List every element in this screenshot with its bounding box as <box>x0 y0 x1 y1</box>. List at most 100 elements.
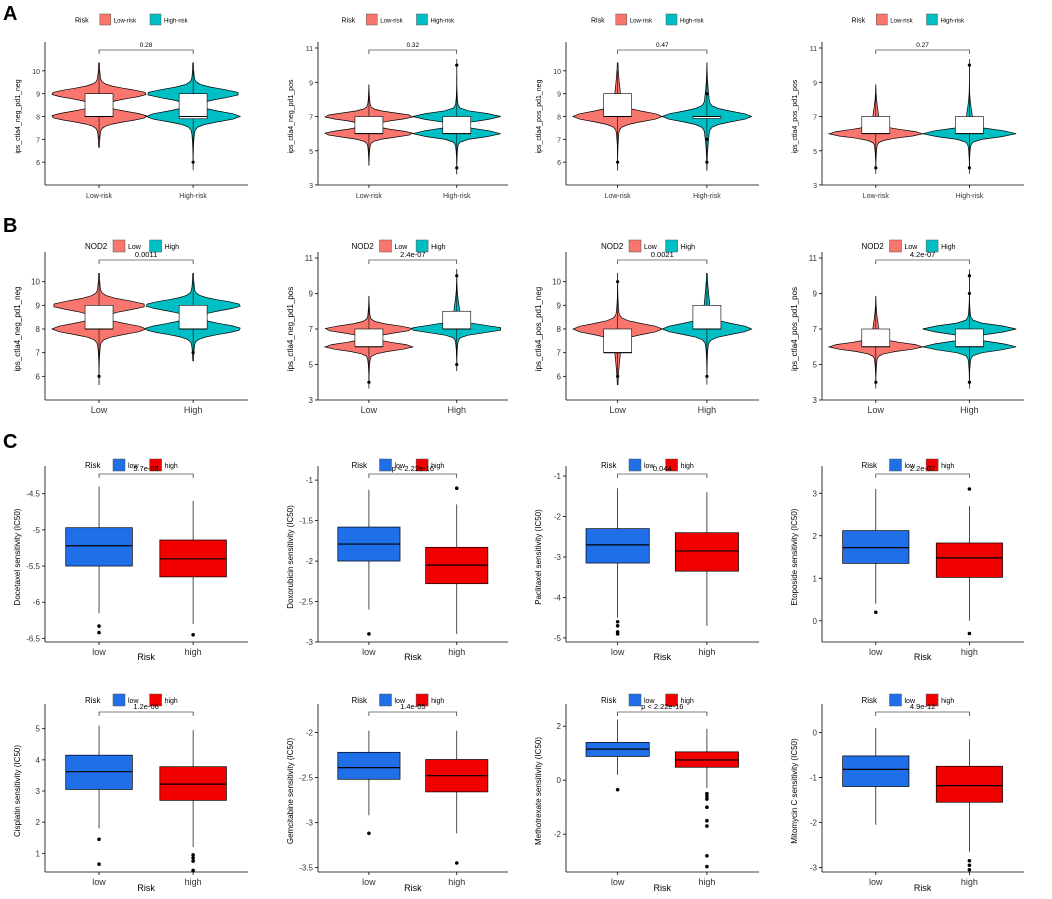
outlier-point <box>615 787 620 792</box>
legend-swatch-high <box>149 458 162 472</box>
y-tick-label: 5 <box>813 361 818 370</box>
significance-bracket <box>368 259 458 264</box>
box-low <box>603 93 632 117</box>
y-tick-label: 0 <box>813 617 818 626</box>
legend-swatch-low <box>889 239 902 253</box>
y-tick-label: 7 <box>813 115 817 122</box>
y-tick-label: -4.5 <box>26 490 40 499</box>
y-tick-label: 9 <box>557 92 561 99</box>
plot-14: -3.5 -3 -2.5 -2 Gemcitabine sensitivity (IC5… <box>286 693 508 893</box>
box-low <box>84 305 114 330</box>
x-tick-label: High <box>698 405 717 415</box>
legend-label: Low <box>644 244 658 251</box>
y-tick-label: 3 <box>813 396 818 405</box>
y-tick-label: -2 <box>554 513 562 522</box>
legend-swatch-low <box>379 458 392 472</box>
legend-title: Risk <box>601 461 618 470</box>
legend-swatch-high <box>415 239 429 253</box>
p-value-label: 0.28 <box>140 42 153 49</box>
x-tick-label: low <box>869 877 883 887</box>
box-high <box>442 310 472 330</box>
outlier-point <box>967 867 972 872</box>
outlier-point <box>97 862 101 867</box>
significance-bracket <box>368 49 458 54</box>
box-high <box>159 766 227 801</box>
p-value-label: 0.27 <box>916 42 929 49</box>
x-axis-title: Risk <box>404 652 422 662</box>
y-tick-label: 3 <box>309 396 314 405</box>
legend-swatch-high <box>665 13 678 26</box>
legend-label: Low-risk <box>114 19 137 25</box>
x-axis-title: Risk <box>914 883 932 893</box>
plot-7: 6 7 8 9 10 ips_ctla4_pos_pd1_neg Low High NOD2 Lo… <box>534 239 759 415</box>
p-value-label: 0.32 <box>407 42 420 49</box>
legend-title: NOD2 <box>85 242 108 251</box>
y-tick-label: 2 <box>813 532 818 541</box>
significance-bracket <box>98 711 194 716</box>
legend-title: Risk <box>601 696 618 705</box>
y-tick-label: 9 <box>36 301 41 310</box>
outlier-point <box>191 856 195 860</box>
box-low <box>354 116 384 134</box>
y-tick-label: -4 <box>554 593 562 602</box>
legend-swatch-low <box>889 693 902 707</box>
legend-swatch-high <box>416 13 428 26</box>
legend-label: low <box>905 463 916 470</box>
box-low <box>84 93 114 117</box>
box-high <box>674 532 739 572</box>
y-axis-label: Gemcitabine sensitivity (IC50) <box>286 738 295 845</box>
plot-5: 6 7 8 9 10 ips_ctla4_neg_pd1_neg Low High NOD2 Lo… <box>13 239 248 415</box>
y-tick-label: -5 <box>33 526 41 535</box>
y-tick-label: 9 <box>557 301 562 310</box>
outlier-point <box>705 794 709 799</box>
x-tick-label: high <box>185 647 202 657</box>
legend-swatch-high <box>665 693 678 707</box>
y-tick-label: 10 <box>32 69 40 76</box>
outlier-point <box>191 632 195 637</box>
legend-label: high <box>681 463 694 470</box>
x-tick-label: low <box>92 877 106 887</box>
box-low <box>354 328 384 348</box>
box-low <box>585 528 650 564</box>
outlier-point <box>191 859 195 863</box>
legend-title: Risk <box>591 18 605 25</box>
y-tick-label: 7 <box>813 325 818 334</box>
outlier-point <box>455 166 459 170</box>
y-axis-label: Docetaxel sensitivity (IC50) <box>13 508 22 605</box>
legend-title: NOD2 <box>601 242 624 251</box>
y-tick-label: -3 <box>306 819 314 828</box>
plot-15: -2 0 2 Methotrexate sensitivity (IC50) low hi… <box>534 693 759 893</box>
box-high <box>935 765 1003 803</box>
legend-swatch-high <box>415 458 429 472</box>
legend-swatch-low <box>628 239 642 253</box>
y-tick-label: -3 <box>810 864 818 873</box>
plot-12: 0 1 2 3 Etoposide sensitivity (IC50) low high R… <box>790 458 1024 662</box>
x-tick-label: Low-risk <box>605 193 632 200</box>
legend-label: high <box>431 463 444 470</box>
outlier-point <box>874 610 878 615</box>
plot-10: -3 -2.5 -2 -1.5 -1 Doxorubicin sensitivity (I… <box>286 458 508 662</box>
y-tick-label: 7 <box>309 325 314 334</box>
p-value-label: 0.0021 <box>651 250 674 259</box>
y-tick-label: 0 <box>813 729 818 738</box>
x-tick-label: Low <box>609 405 626 415</box>
outlier-point <box>454 486 459 490</box>
outlier-point <box>455 362 459 367</box>
y-tick-label: 5 <box>36 725 41 734</box>
panel-label-c: C <box>3 431 17 453</box>
significance-bracket <box>875 711 970 716</box>
y-axis-label: ips_ctla4_pos_pd1_neg <box>536 79 543 153</box>
significance-bracket <box>368 473 458 478</box>
y-tick-label: -1 <box>554 472 562 481</box>
y-tick-label: 6 <box>557 372 562 381</box>
outlier-point <box>705 818 709 823</box>
y-tick-label: 3 <box>36 787 41 796</box>
y-tick-label: 9 <box>309 290 314 299</box>
box-low <box>861 328 891 348</box>
y-axis-label: ips_ctla4_pos_pd1_neg <box>534 287 543 372</box>
y-tick-label: -5.5 <box>26 562 40 571</box>
legend-title: Risk <box>862 461 879 470</box>
legend-swatch-low <box>112 693 126 707</box>
box-high <box>692 305 722 330</box>
